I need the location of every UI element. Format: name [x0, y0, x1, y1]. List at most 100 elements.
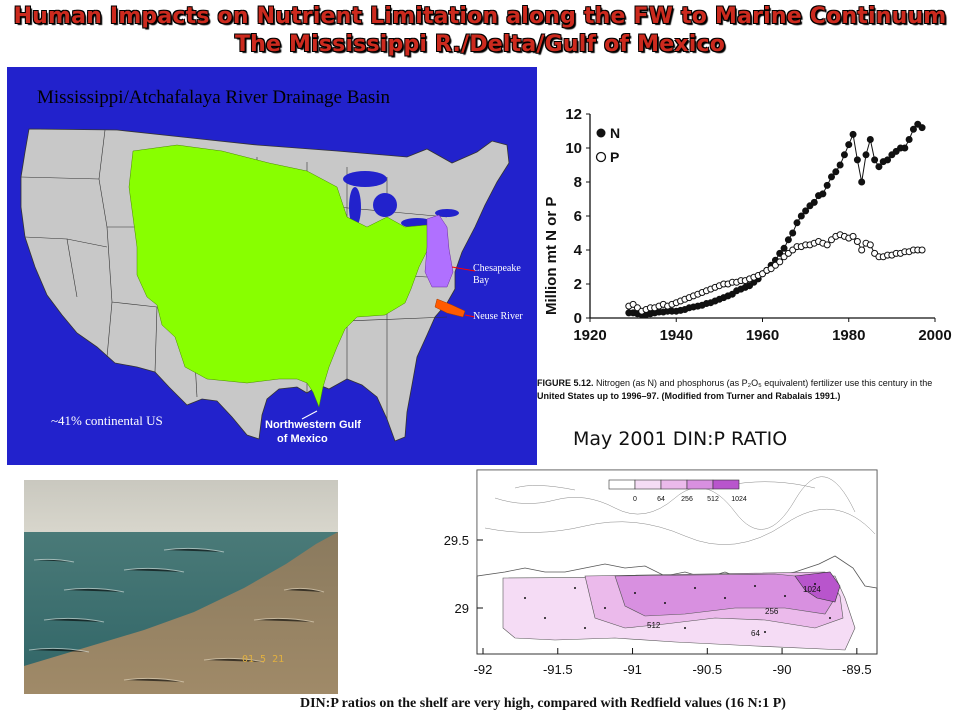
- y-tick-label: 4: [574, 242, 583, 259]
- data-point-p: [858, 246, 866, 254]
- data-point-n: [840, 151, 848, 159]
- data-point-p: [849, 232, 857, 240]
- photo-date-stamp: 01 5 21: [242, 654, 285, 665]
- dinp-legend: 0 64 256 512 1024: [608, 479, 747, 503]
- dinp-sample-points: [524, 583, 831, 633]
- legend-p-marker: [595, 151, 607, 163]
- x-tick-label: 1980: [832, 327, 865, 344]
- dinp-land-contours: [484, 476, 876, 545]
- legend-tick-label: 256: [681, 496, 693, 503]
- y-tick-label: 2: [574, 276, 582, 293]
- y-tick-label: 12: [565, 106, 582, 123]
- dinp-y-tick-label: 29.5: [444, 533, 469, 548]
- data-point-n: [845, 141, 853, 149]
- series-p: [625, 231, 926, 315]
- figure-caption-line-1: Nitrogen (as N) and phosphorus (as P₂O₅ …: [593, 378, 933, 388]
- slide-title-line-1: Human Impacts on Nutrient Limitation alo…: [13, 4, 947, 29]
- contour-label-64: 64: [751, 629, 760, 638]
- data-point-n: [875, 163, 883, 171]
- data-point-n: [862, 151, 870, 159]
- data-point-p: [823, 241, 831, 249]
- data-point-p: [776, 258, 784, 266]
- data-point-p: [918, 246, 926, 254]
- dinp-x-tick-label: -89.5: [842, 662, 872, 677]
- chesapeake-label-1: Chesapeake: [473, 263, 521, 274]
- y-tick-label: 6: [574, 208, 582, 225]
- data-point-n: [866, 136, 874, 143]
- dinp-x-tick-label: -91: [623, 662, 642, 677]
- dinp-x-tick-label: -90: [773, 662, 792, 677]
- data-point-n: [810, 198, 818, 206]
- data-point-n: [789, 229, 797, 237]
- legend-swatch: [686, 479, 714, 490]
- contour-label-1024: 1024: [803, 585, 821, 594]
- mississippi-basin: [128, 144, 430, 408]
- chart-legend: N P: [595, 125, 620, 165]
- dinp-y-tick-label: 29: [455, 601, 469, 616]
- x-tick-label: 1960: [746, 327, 779, 344]
- legend-n-marker: [596, 128, 606, 138]
- slide-title-line-2: The Mississippi R./Delta/Gulf of Mexico: [234, 32, 726, 57]
- neuse-drainage: [434, 298, 466, 318]
- dinp-x-tick-label: -91.5: [543, 662, 573, 677]
- data-point-n: [909, 125, 917, 133]
- fertilizer-axes: 0 2 4 6 8 10 12 1920 1940 1960 1980 2000: [565, 106, 951, 344]
- series-n: [625, 120, 926, 319]
- dinp-axes: 29.5 29 -92 -91.5 -91 -90.5 -90 -89.5: [444, 533, 872, 677]
- data-point-n: [819, 190, 827, 198]
- x-tick-label: 1940: [660, 327, 693, 344]
- river-plume-photo: 01 5 21: [24, 480, 338, 694]
- dinp-x-tick-label: -92: [474, 662, 493, 677]
- chesapeake-drainage: [424, 214, 454, 288]
- dinp-ratio-map: 0 64 256 512 1024 1024 256 512 64 29.5 29 -92 -…: [444, 469, 878, 677]
- dinp-zone-1024: [794, 571, 841, 603]
- legend-n-label: N: [610, 125, 620, 141]
- figure-caption: FIGURE 5.12. Nitrogen (as N) and phospho…: [537, 377, 957, 403]
- figure-caption-line-2: United States up to 1996–97. (Modified f…: [537, 391, 841, 401]
- data-point-n: [871, 156, 879, 164]
- data-point-n: [905, 136, 913, 143]
- chesapeake-label-2: Bay: [473, 275, 490, 286]
- x-tick-label: 1920: [573, 327, 606, 344]
- legend-tick-label: 64: [657, 496, 665, 503]
- legend-swatch: [660, 479, 688, 490]
- series-line-p: [628, 234, 923, 312]
- contour-label-256: 256: [765, 607, 779, 616]
- legend-swatch: [712, 479, 740, 490]
- data-point-n: [884, 156, 892, 164]
- neuse-label: Neuse River: [473, 311, 523, 322]
- legend-tick-label: 1024: [731, 496, 747, 503]
- bottom-caption: DIN:P ratios on the shelf are very high,…: [300, 696, 786, 711]
- series-line-n: [628, 123, 923, 316]
- data-point-n: [797, 212, 805, 220]
- legend-tick-label: 0: [633, 496, 637, 503]
- legend-p-label: P: [610, 149, 619, 165]
- photo-drawing: [24, 480, 338, 694]
- data-point-n: [918, 124, 926, 132]
- map-title: Mississippi/Atchafalaya River Drainage B…: [37, 87, 391, 108]
- fertilizer-use-chart: 0 2 4 6 8 10 12 1920 1940 1960 1980 2000 Million mt…: [543, 106, 952, 344]
- y-tick-label: 0: [574, 310, 582, 327]
- legend-swatch: [608, 479, 636, 490]
- data-point-n: [901, 144, 909, 152]
- gulf-label-2: of Mexico: [277, 433, 328, 445]
- data-point-p: [853, 238, 861, 245]
- great-lakes: [343, 171, 459, 228]
- contour-label-512: 512: [647, 621, 661, 630]
- legend-swatch: [634, 479, 662, 490]
- y-tick-label: 8: [574, 174, 582, 191]
- data-point-n: [802, 207, 810, 215]
- data-point-n: [849, 130, 857, 138]
- data-point-n: [858, 178, 866, 186]
- y-axis-label: Million mt N or P: [543, 197, 560, 315]
- data-point-n: [828, 173, 835, 181]
- data-point-n: [793, 219, 801, 227]
- y-tick-label: 10: [565, 140, 582, 157]
- percent-label: ~41% continental US: [51, 413, 163, 428]
- x-tick-label: 2000: [918, 327, 951, 344]
- dinp-x-tick-label: -90.5: [692, 662, 722, 677]
- data-point-n: [832, 168, 840, 176]
- drainage-basin-map: Mississippi/Atchafalaya River Drainage B…: [7, 67, 537, 465]
- data-point-n: [836, 161, 844, 169]
- gulf-label-1: Northwestern Gulf: [265, 419, 361, 431]
